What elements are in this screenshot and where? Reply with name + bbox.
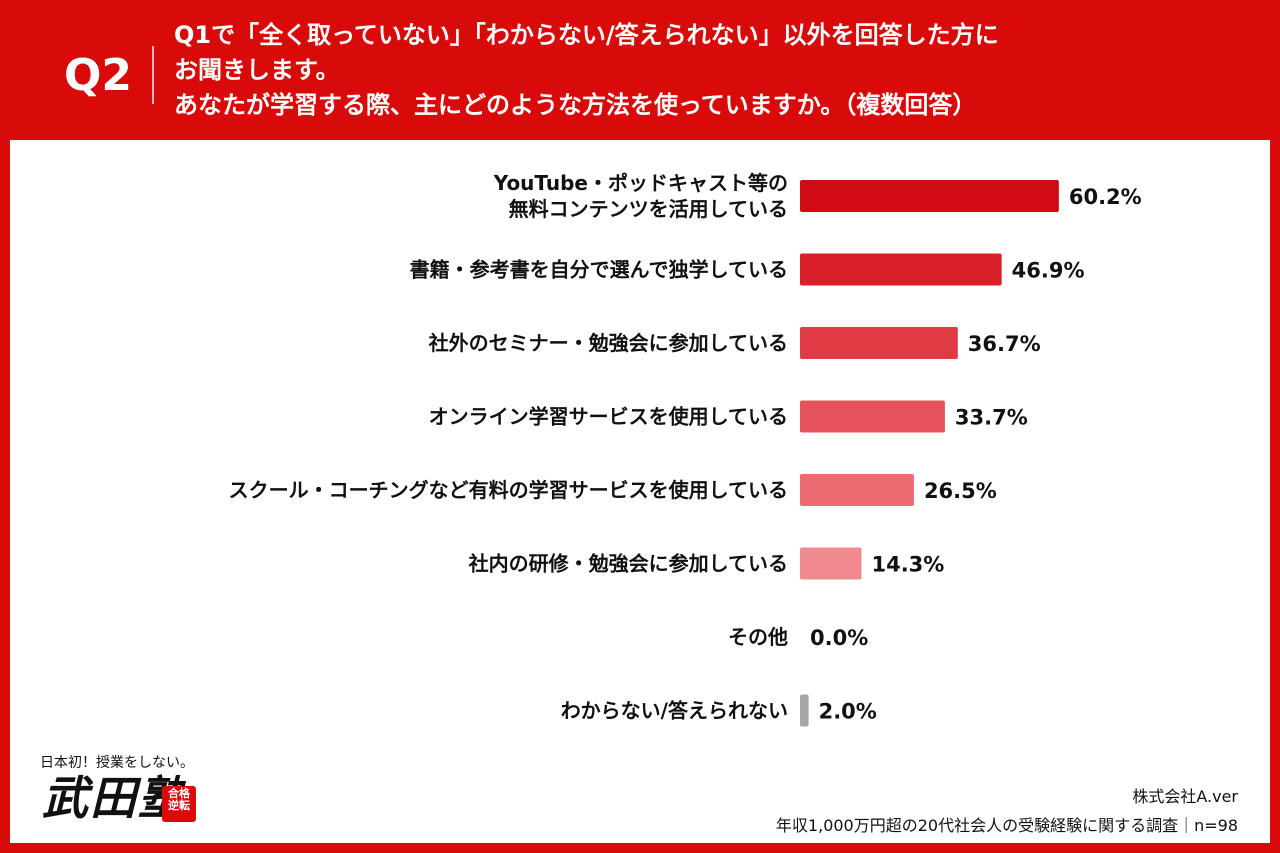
brand-logo-text: 武田塾 (42, 771, 186, 825)
value-label-6: 0.0% (810, 626, 868, 650)
bar-4 (800, 474, 914, 506)
value-label-5: 14.3% (871, 553, 944, 577)
bar-5 (800, 547, 862, 580)
category-label-0-1: 無料コンテンツを活用している (509, 197, 788, 221)
bar-0 (800, 180, 1059, 212)
category-label-2-0: 社外のセミナー・勉強会に参加している (428, 331, 788, 355)
category-label-7-0: わからない/答えられない (561, 699, 788, 723)
value-label-7: 2.0% (819, 700, 877, 724)
value-label-4: 26.5% (924, 479, 997, 503)
category-label-6-0: その他 (728, 625, 788, 649)
question-number: Q2 (64, 50, 133, 101)
question-line-2: お聞きします。 (174, 56, 340, 84)
bar-2 (800, 327, 958, 359)
brand-block: 日本初！授業をしない。 武田塾 合格 逆転 (40, 752, 210, 832)
footer-company: 株式会社A.ver (1132, 787, 1238, 806)
value-label-2: 36.7% (968, 332, 1041, 356)
brand-logo: 武田塾 合格 逆転 (42, 768, 202, 828)
question-text: Q1で「全く取っていない」「わからない/答えられない」以外を回答した方に お聞き… (174, 18, 1254, 123)
category-label-0-0: YouTube・ポッドキャスト等の (493, 171, 788, 195)
bar-3 (800, 400, 945, 433)
bar-7 (800, 694, 809, 727)
header-divider (152, 46, 154, 104)
question-line-1: Q1で「全く取っていない」「わからない/答えられない」以外を回答した方に (174, 21, 999, 49)
chart-panel: 60.2% YouTube・ポッドキャスト等の 無料コンテンツを活用している 46.9… (10, 140, 1270, 843)
value-label-3: 33.7% (955, 406, 1028, 430)
footer-survey: 年収1,000万円超の20代社会人の受験経験に関する調査｜n=98 (775, 816, 1238, 835)
value-label-0: 60.2% (1069, 185, 1142, 209)
category-label-4-0: スクール・コーチングなど有料の学習サービスを使用している (229, 478, 788, 502)
brand-seal: 合格 逆転 (162, 786, 196, 822)
value-label-1: 46.9% (1012, 259, 1085, 283)
brand-tagline: 日本初！授業をしない。 (40, 755, 194, 771)
category-label-5-0: 社内の研修・勉強会に参加している (468, 552, 788, 576)
question-line-3: あなたが学習する際、主にどのような方法を使っていますか。（複数回答） (174, 91, 977, 119)
category-label-3-0: オンライン学習サービスを使用している (429, 405, 788, 429)
bar-1 (800, 253, 1002, 286)
category-label-1-0: 書籍・参考書を自分で選んで独学している (410, 258, 788, 282)
question-header: Q2 Q1で「全く取っていない」「わからない/答えられない」以外を回答した方に … (0, 0, 1280, 140)
